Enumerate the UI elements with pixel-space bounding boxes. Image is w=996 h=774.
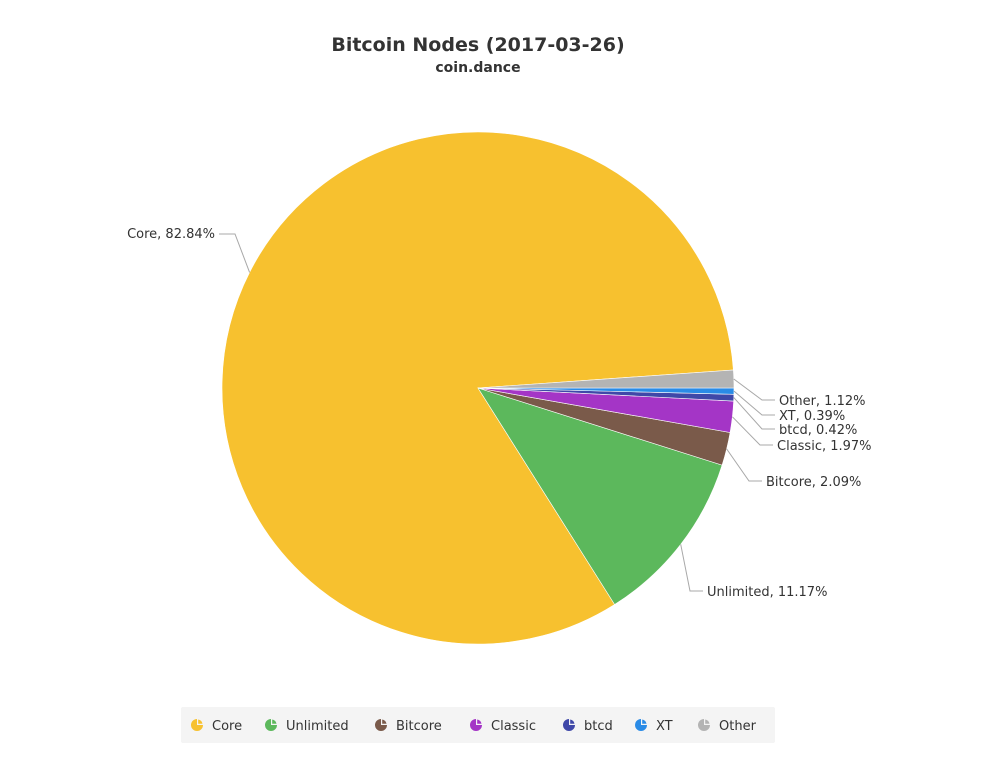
pie-slices — [221, 131, 735, 645]
legend-label: btcd — [584, 719, 613, 734]
legend-pie-wedge — [705, 719, 710, 724]
slice-label-core: Core, 82.84% — [127, 227, 215, 242]
legend-label: XT — [656, 719, 673, 734]
chart-subtitle: coin.dance — [435, 60, 520, 76]
legend-pie-wedge — [570, 719, 575, 724]
legend-label: Other — [719, 719, 757, 734]
legend-pie-icon — [698, 719, 710, 731]
legend-label: Classic — [491, 719, 536, 734]
legend-item-unlimited[interactable]: Unlimited — [265, 719, 349, 734]
chart-legend: Core Unlimited Bitcore Classic btcd XT Other — [181, 707, 775, 743]
label-connector-bitcore — [726, 448, 762, 482]
label-connector-core — [219, 233, 251, 273]
slice-label-other: Other, 1.12% — [779, 394, 865, 409]
slice-label-bitcore: Bitcore, 2.09% — [766, 475, 861, 490]
chart-title: Bitcoin Nodes (2017-03-26) — [331, 34, 624, 56]
legend-pie-wedge — [382, 719, 387, 724]
legend-item-other[interactable]: Other — [698, 719, 757, 734]
legend-pie-icon — [375, 719, 387, 731]
legend-item-bitcore[interactable]: Bitcore — [375, 719, 442, 734]
legend-item-btcd[interactable]: btcd — [563, 719, 613, 734]
slice-label-classic: Classic, 1.97% — [777, 439, 872, 454]
legend-label: Bitcore — [396, 719, 442, 734]
legend-pie-wedge — [642, 719, 647, 724]
legend-pie-wedge — [477, 719, 482, 724]
legend-pie-icon — [635, 719, 647, 731]
legend-pie-icon — [563, 719, 575, 731]
legend-item-core[interactable]: Core — [191, 719, 242, 734]
legend-item-xt[interactable]: XT — [635, 719, 673, 734]
slice-label-unlimited: Unlimited, 11.17% — [707, 585, 827, 600]
legend-pie-icon — [470, 719, 482, 731]
label-connector-other — [733, 378, 775, 401]
legend-pie-wedge — [198, 719, 203, 724]
slice-label-btcd: btcd, 0.42% — [779, 423, 857, 438]
legend-pie-icon — [265, 719, 277, 731]
label-connector-btcd — [733, 397, 775, 430]
legend-label: Core — [212, 719, 242, 734]
legend-item-classic[interactable]: Classic — [470, 719, 536, 734]
legend-label: Unlimited — [286, 719, 349, 734]
legend-pie-wedge — [272, 719, 277, 724]
label-connector-unlimited — [680, 544, 703, 592]
slice-label-xt: XT, 0.39% — [779, 409, 845, 424]
label-connector-classic — [732, 416, 773, 446]
slice-labels: Core, 82.84% Unlimited, 11.17% Bitcore, 2.… — [127, 227, 871, 600]
label-connector-xt — [733, 390, 775, 416]
legend-pie-icon — [191, 719, 203, 731]
